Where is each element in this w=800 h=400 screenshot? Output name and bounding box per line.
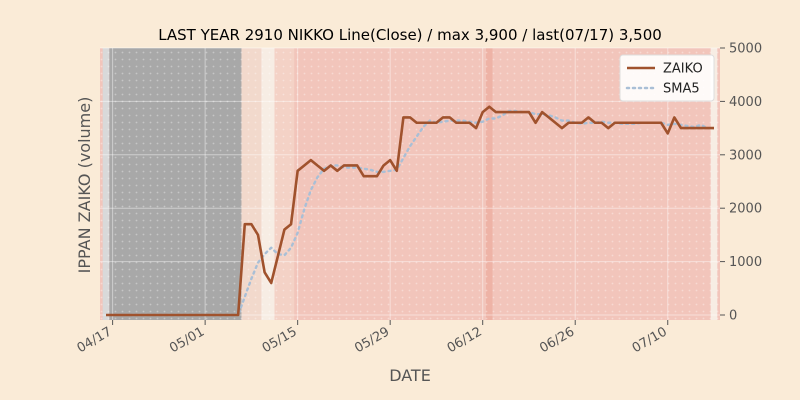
x-tick-label-05-29: 05/29 bbox=[352, 324, 392, 356]
legend-label-zaiko: ZAIKO bbox=[663, 62, 703, 77]
y-axis-label: IPPAN ZAIKO (volume) bbox=[75, 97, 94, 274]
y-tick-label-1000: 1000 bbox=[729, 255, 762, 270]
y-tick-label-0: 0 bbox=[729, 309, 737, 324]
x-axis: 04/17 05/01 05/15 05/29 06/12 06/26 07/10 bbox=[75, 320, 670, 356]
x-tick-label-05-15: 05/15 bbox=[260, 324, 300, 356]
y-tick-label-2000: 2000 bbox=[729, 202, 762, 217]
legend-box bbox=[619, 54, 715, 102]
grid-lines bbox=[100, 47, 720, 320]
series-line-zaiko bbox=[106, 105, 714, 317]
y-tick-label-4000: 4000 bbox=[729, 95, 762, 110]
x-axis-label: DATE bbox=[389, 366, 431, 385]
series-layer bbox=[106, 105, 716, 317]
y-axis: 0 1000 2000 3000 4000 5000 bbox=[720, 42, 762, 324]
x-tick-label-05-01: 05/01 bbox=[167, 324, 207, 356]
x-tick-label-06-12: 06/12 bbox=[445, 324, 485, 356]
chart-title: LAST YEAR 2910 NIKKO Line(Close) / max 3… bbox=[158, 26, 662, 44]
y-tick-label-3000: 3000 bbox=[729, 148, 762, 163]
x-tick-label-06-26: 06/26 bbox=[537, 324, 577, 356]
y-tick-label-5000: 5000 bbox=[729, 42, 762, 57]
legend: ZAIKO SMA5 bbox=[619, 54, 715, 102]
x-tick-label-07-10: 07/10 bbox=[630, 324, 670, 356]
legend-label-sma5: SMA5 bbox=[663, 82, 700, 97]
dot-overlay bbox=[100, 48, 720, 320]
x-tick-label-04-17: 04/17 bbox=[75, 324, 115, 356]
